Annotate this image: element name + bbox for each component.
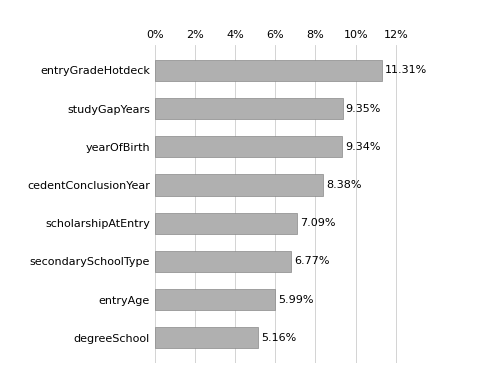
Bar <box>155 60 382 81</box>
Text: 5.99%: 5.99% <box>278 295 314 305</box>
Bar <box>155 251 291 272</box>
Text: 7.09%: 7.09% <box>300 218 336 228</box>
Bar <box>155 327 258 349</box>
Text: 8.38%: 8.38% <box>326 180 362 190</box>
Text: 9.34%: 9.34% <box>346 142 381 152</box>
Bar <box>155 136 342 157</box>
Bar <box>155 98 343 119</box>
Text: 9.35%: 9.35% <box>346 104 381 113</box>
Bar <box>155 289 275 310</box>
Bar <box>155 175 323 195</box>
Text: 5.16%: 5.16% <box>261 333 297 343</box>
Text: 6.77%: 6.77% <box>294 256 329 266</box>
Text: 11.31%: 11.31% <box>385 65 427 75</box>
Bar <box>155 213 297 234</box>
